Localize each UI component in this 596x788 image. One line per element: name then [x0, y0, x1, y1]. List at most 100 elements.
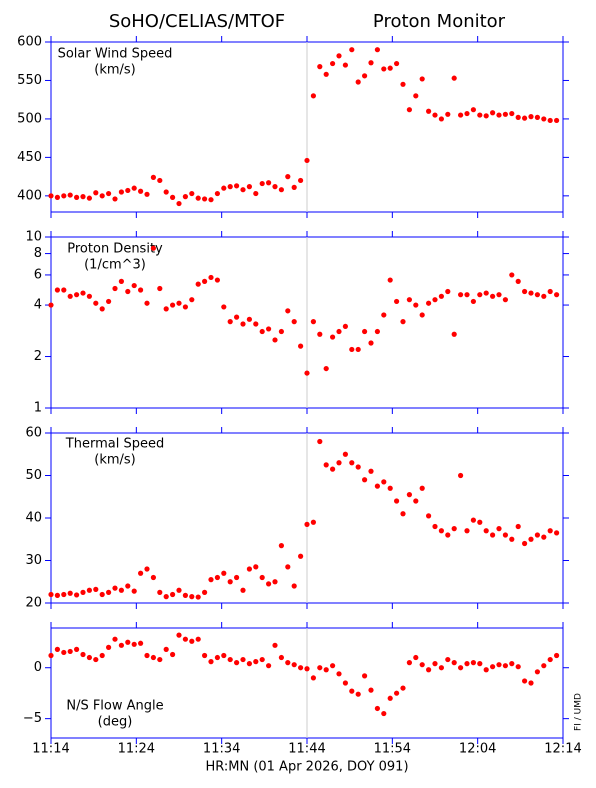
data-point	[144, 300, 150, 306]
data-point	[534, 114, 541, 120]
data-point	[138, 640, 144, 646]
data-point	[246, 316, 252, 322]
title-right: Proton Monitor	[373, 11, 506, 32]
data-point	[330, 466, 336, 472]
data-point	[144, 191, 150, 197]
data-point	[496, 662, 502, 668]
data-point	[182, 636, 188, 642]
data-point	[208, 659, 214, 665]
data-point	[451, 75, 457, 81]
data-point	[86, 654, 92, 661]
data-point	[54, 287, 61, 293]
data-point	[490, 110, 496, 116]
data-point	[470, 517, 476, 523]
data-point	[547, 288, 553, 295]
data-point	[381, 66, 387, 72]
data-point	[163, 189, 169, 195]
data-point	[304, 521, 310, 527]
panel-label: N/S Flow Angle	[66, 699, 163, 714]
data-point	[182, 194, 188, 200]
data-point	[400, 319, 406, 325]
data-point	[298, 553, 304, 559]
y-tick-label: 600	[17, 35, 42, 50]
data-point	[451, 331, 457, 337]
data-point	[266, 180, 272, 186]
data-point	[74, 646, 80, 652]
data-point	[138, 188, 144, 194]
data-point	[355, 464, 361, 470]
data-point	[362, 673, 368, 679]
data-point	[67, 293, 73, 299]
data-point	[419, 485, 425, 491]
data-point	[438, 665, 444, 671]
data-point	[368, 340, 374, 346]
data-point	[138, 570, 144, 576]
data-point	[125, 639, 131, 645]
data-point	[54, 194, 61, 200]
data-point	[336, 460, 342, 466]
data-point	[349, 688, 355, 694]
data-point	[80, 194, 86, 200]
data-point	[483, 290, 489, 296]
data-point	[400, 685, 406, 691]
data-point	[272, 579, 278, 585]
data-point	[432, 661, 438, 667]
data-point	[554, 117, 560, 124]
data-point	[438, 116, 444, 122]
data-point	[387, 277, 393, 283]
data-point	[464, 661, 470, 667]
data-point	[125, 583, 131, 589]
data-point	[125, 187, 131, 194]
data-point	[394, 498, 400, 504]
data-point	[106, 190, 112, 197]
data-point	[259, 656, 265, 663]
data-point	[483, 528, 489, 534]
data-point	[61, 193, 67, 199]
data-point	[285, 174, 291, 180]
data-point	[336, 328, 342, 335]
data-point	[368, 687, 374, 693]
data-point	[163, 594, 169, 600]
data-point	[106, 589, 112, 595]
data-point	[259, 180, 265, 187]
data-point	[157, 177, 163, 184]
data-point	[246, 184, 252, 190]
data-point	[419, 76, 425, 82]
data-point	[253, 321, 259, 327]
data-point	[202, 652, 208, 659]
data-point	[522, 678, 528, 684]
data-point	[67, 192, 73, 198]
y-tick-label: 10	[25, 230, 42, 245]
data-point	[554, 652, 560, 659]
data-point	[381, 479, 387, 485]
data-point	[54, 646, 61, 652]
data-point	[74, 592, 80, 598]
data-point	[61, 649, 67, 656]
data-point	[112, 636, 118, 642]
data-point	[368, 60, 374, 66]
data-point	[208, 274, 214, 281]
data-point	[214, 190, 220, 197]
data-point	[272, 337, 278, 343]
data-point	[362, 477, 368, 483]
data-point	[477, 519, 483, 525]
y-tick-label: 50	[25, 468, 42, 483]
data-point	[240, 321, 246, 327]
data-point	[336, 53, 342, 59]
data-point	[86, 293, 92, 299]
data-point	[349, 346, 355, 353]
data-point	[368, 468, 374, 474]
data-point	[246, 661, 252, 667]
data-point	[490, 532, 496, 538]
data-point	[317, 438, 323, 445]
title-left: SoHO/CELIAS/MTOF	[109, 11, 285, 32]
panel-label: Proton Density	[67, 242, 163, 257]
data-point	[176, 200, 182, 207]
data-point	[470, 298, 476, 305]
data-point	[502, 297, 508, 303]
data-point	[253, 564, 259, 570]
data-point	[330, 60, 336, 67]
data-point	[189, 638, 195, 644]
y-tick-label: 0	[34, 660, 42, 675]
y-tick-label: 6	[34, 267, 42, 282]
